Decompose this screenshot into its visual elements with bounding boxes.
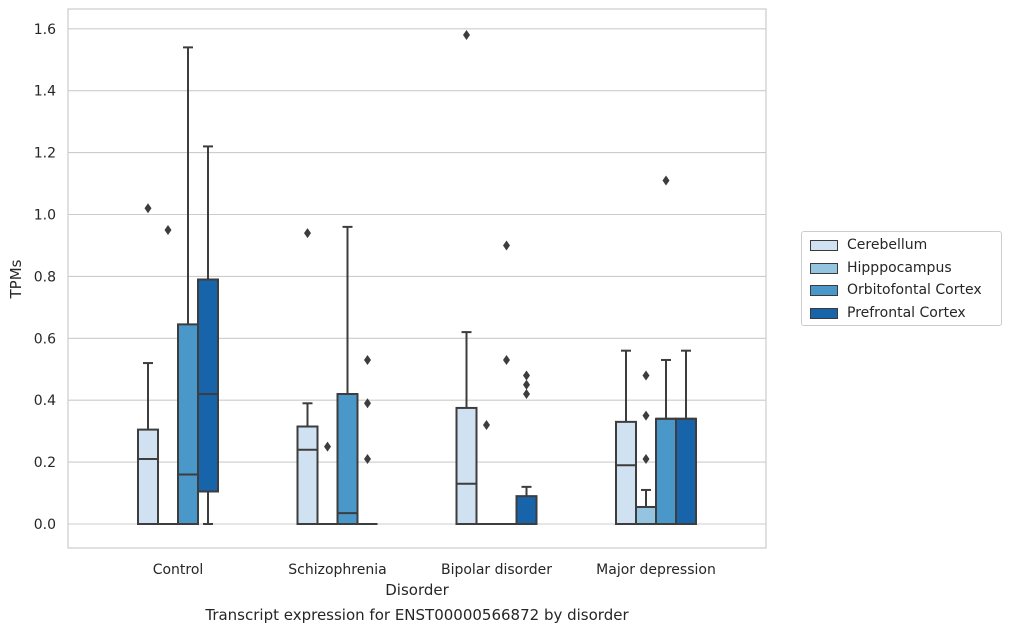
box-plots xyxy=(137,29,697,526)
y-tick-label: 0.0 xyxy=(34,517,56,533)
outlier-point xyxy=(523,389,530,400)
outlier-point xyxy=(483,419,490,430)
box xyxy=(137,428,159,526)
legend-item-orbitofrontal-cortex: Orbitofontal Cortex xyxy=(810,280,982,300)
box xyxy=(675,417,697,525)
box-group xyxy=(177,46,199,525)
legend-item-hippocampus: Hipppocampus xyxy=(810,258,952,278)
box-group xyxy=(615,349,637,525)
y-tick-label: 0.6 xyxy=(34,331,56,347)
box xyxy=(515,495,538,525)
outlier-point xyxy=(364,398,371,409)
box xyxy=(197,278,219,493)
box xyxy=(336,393,359,526)
outlier-point xyxy=(662,175,670,186)
x-tick-label: Schizophrenia xyxy=(288,562,386,578)
outlier-point xyxy=(503,354,510,365)
y-tick-label: 1.2 xyxy=(34,146,56,162)
legend: Cerebellum Hipppocampus Orbitofontal Cor… xyxy=(801,231,1002,326)
plot-frame xyxy=(67,8,767,549)
legend-label-cerebellum: Cerebellum xyxy=(847,237,928,253)
box xyxy=(455,406,478,525)
x-axis-label: Disorder xyxy=(385,581,449,599)
box-group xyxy=(137,203,159,526)
legend-label-orbitofrontal-cortex: Orbitofontal Cortex xyxy=(847,282,982,298)
box-group xyxy=(455,29,478,525)
x-tick-labels: Control Schizophrenia Bipolar disorder Majo… xyxy=(153,562,716,578)
box-group xyxy=(197,145,219,525)
y-tick-label: 1.4 xyxy=(34,84,56,100)
y-axis-label: TPMs xyxy=(7,259,25,299)
outlier-point xyxy=(642,410,650,421)
outlier-point xyxy=(503,240,510,251)
x-tick-label: Major depression xyxy=(596,562,716,578)
box-group xyxy=(357,354,378,525)
outlier-point xyxy=(642,454,650,465)
legend-swatch-orbitofrontal-cortex xyxy=(810,284,838,296)
y-tick-labels: 0.0 0.2 0.4 0.6 0.8 1.0 1.2 1.4 1.6 xyxy=(34,22,56,533)
box xyxy=(655,417,677,525)
outlier-point xyxy=(642,370,650,381)
outlier-point xyxy=(364,354,371,365)
outlier-point xyxy=(144,203,152,214)
box-group xyxy=(158,224,178,525)
outlier-point xyxy=(523,379,530,390)
box-group xyxy=(635,370,657,526)
legend-item-prefrontal-cortex: Prefrontal Cortex xyxy=(810,303,966,323)
figure-caption: Transcript expression for ENST0000056687… xyxy=(205,606,629,624)
y-tick-label: 0.8 xyxy=(34,269,56,285)
box-group xyxy=(515,370,538,525)
legend-swatch-prefrontal-cortex xyxy=(810,307,838,319)
box-group xyxy=(476,419,497,525)
legend-swatch-hippocampus xyxy=(810,262,838,274)
box xyxy=(296,425,319,526)
box xyxy=(635,505,657,526)
outlier-point xyxy=(364,454,371,465)
outlier-point xyxy=(324,441,331,452)
box xyxy=(615,420,637,525)
box-group xyxy=(655,175,677,525)
box xyxy=(177,323,199,525)
box-group xyxy=(675,349,697,525)
box-group xyxy=(336,225,359,526)
y-tick-label: 1.6 xyxy=(34,22,56,38)
outlier-point xyxy=(304,228,311,239)
legend-swatch-cerebellum xyxy=(810,239,838,251)
y-tick-label: 0.4 xyxy=(34,393,56,409)
box-group xyxy=(317,441,338,525)
legend-item-cerebellum: Cerebellum xyxy=(810,235,927,255)
x-tick-label: Control xyxy=(153,562,204,578)
legend-label-hippocampus: Hipppocampus xyxy=(847,260,952,276)
box-group xyxy=(296,228,319,526)
outlier-point xyxy=(463,29,470,40)
box-group xyxy=(496,240,517,525)
outlier-point xyxy=(523,370,530,381)
legend-label-prefrontal-cortex: Prefrontal Cortex xyxy=(847,305,966,321)
x-tick-label: Bipolar disorder xyxy=(441,562,552,578)
y-tick-label: 1.0 xyxy=(34,208,56,224)
outlier-point xyxy=(164,224,172,235)
y-tick-label: 0.2 xyxy=(34,455,56,471)
